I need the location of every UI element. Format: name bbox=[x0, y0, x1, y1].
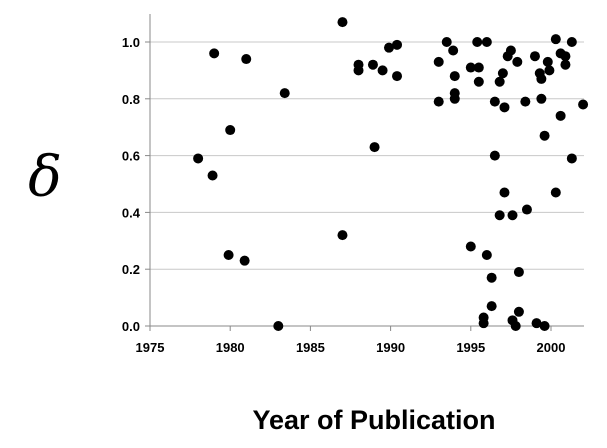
data-point bbox=[550, 34, 561, 45]
y-tick-label: 0.0 bbox=[122, 319, 140, 334]
x-tick-label: 1975 bbox=[136, 340, 165, 355]
data-point bbox=[209, 48, 220, 59]
data-point bbox=[499, 102, 510, 113]
y-axis-title: δ bbox=[28, 145, 62, 210]
x-tick-label: 1980 bbox=[216, 340, 245, 355]
data-point bbox=[273, 321, 284, 331]
x-tick-label: 1990 bbox=[376, 340, 405, 355]
data-point bbox=[539, 321, 550, 331]
data-point bbox=[531, 318, 542, 329]
data-point bbox=[578, 99, 589, 110]
data-point bbox=[510, 321, 521, 331]
data-point bbox=[383, 42, 394, 53]
data-point bbox=[337, 17, 348, 28]
data-point bbox=[441, 37, 452, 47]
data-point bbox=[539, 130, 550, 141]
data-point bbox=[481, 250, 492, 260]
data-point bbox=[521, 204, 532, 215]
data-point bbox=[566, 153, 577, 164]
data-point bbox=[560, 51, 571, 62]
data-point bbox=[465, 241, 476, 252]
y-tick-label: 0.2 bbox=[122, 262, 140, 277]
data-point bbox=[505, 45, 516, 56]
y-tick-label: 1.0 bbox=[122, 35, 140, 50]
data-point bbox=[489, 96, 500, 107]
x-tick-label: 1995 bbox=[456, 340, 485, 355]
data-point bbox=[448, 45, 459, 56]
data-point bbox=[241, 54, 252, 65]
data-point bbox=[377, 65, 388, 76]
x-tick-label: 2000 bbox=[537, 340, 566, 355]
grid-lines bbox=[150, 41, 584, 270]
data-point bbox=[529, 51, 540, 62]
data-point bbox=[193, 153, 204, 164]
y-tick-label: 0.8 bbox=[122, 92, 140, 107]
data-points bbox=[193, 17, 589, 331]
data-point bbox=[542, 56, 553, 67]
data-point bbox=[536, 93, 547, 104]
data-point bbox=[486, 301, 497, 312]
data-point bbox=[472, 37, 483, 47]
data-point bbox=[239, 255, 250, 266]
data-point bbox=[478, 318, 489, 329]
data-point bbox=[473, 62, 484, 73]
data-point bbox=[486, 272, 497, 283]
data-point bbox=[544, 65, 555, 76]
data-point bbox=[392, 71, 403, 82]
y-tick-label: 0.4 bbox=[122, 205, 141, 220]
data-point bbox=[207, 170, 218, 181]
data-point bbox=[566, 37, 577, 47]
data-point bbox=[494, 76, 505, 87]
data-point bbox=[481, 37, 492, 47]
data-point bbox=[337, 230, 348, 241]
data-point bbox=[279, 88, 290, 99]
data-point bbox=[367, 59, 378, 70]
data-point bbox=[353, 65, 364, 76]
data-point bbox=[536, 73, 547, 84]
x-axis-title: Year of Publication bbox=[252, 405, 495, 435]
data-point bbox=[433, 96, 444, 107]
data-point bbox=[465, 62, 476, 73]
data-point bbox=[225, 125, 236, 136]
data-point bbox=[520, 96, 531, 107]
data-point bbox=[494, 210, 505, 221]
data-point bbox=[555, 110, 566, 121]
y-tick-label: 0.6 bbox=[122, 149, 140, 164]
data-point bbox=[560, 59, 571, 70]
data-point bbox=[513, 267, 524, 278]
data-point bbox=[512, 56, 523, 67]
data-point bbox=[513, 306, 524, 317]
data-point bbox=[497, 68, 508, 79]
data-point bbox=[499, 187, 510, 198]
data-point bbox=[449, 71, 460, 82]
data-point bbox=[473, 76, 484, 87]
data-point bbox=[223, 250, 234, 260]
data-point bbox=[433, 56, 444, 67]
data-point bbox=[489, 150, 500, 161]
tick-labels: 0.0 0.2 0.4 0.6 0.8 1.0 1975 1980 1985 1990 1995 20… bbox=[122, 35, 566, 355]
data-point bbox=[449, 93, 460, 104]
data-point bbox=[550, 187, 561, 198]
x-tick-label: 1985 bbox=[296, 340, 325, 355]
data-point bbox=[369, 142, 380, 153]
data-point bbox=[507, 210, 518, 221]
data-point bbox=[392, 39, 403, 50]
